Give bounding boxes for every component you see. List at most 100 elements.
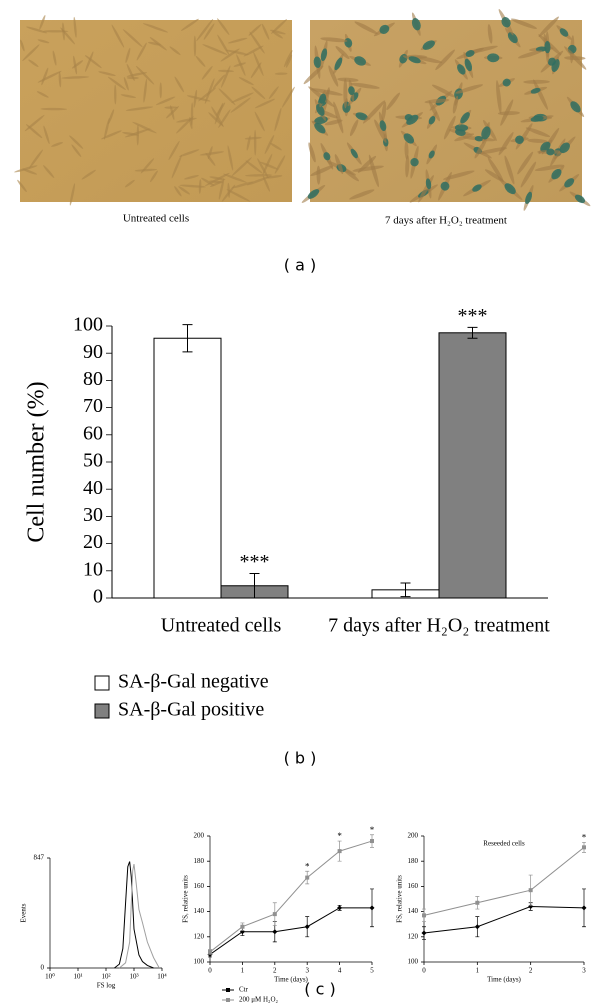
marker	[370, 839, 374, 844]
cell	[362, 100, 386, 124]
cell	[159, 82, 162, 99]
x-axis-label: Time (days)	[487, 976, 521, 984]
cell	[184, 174, 199, 180]
cell	[189, 116, 193, 130]
stained-cell	[454, 124, 469, 132]
stained-cell	[487, 53, 500, 63]
cell	[254, 111, 265, 132]
chart-title: Reseeded cells	[483, 840, 525, 848]
marker	[528, 888, 533, 893]
cell	[233, 62, 246, 67]
legend-label: 200 μM H₂O₂	[239, 996, 279, 1004]
cell	[176, 116, 194, 134]
cell	[125, 47, 131, 63]
cell	[36, 91, 49, 98]
stained-cell	[507, 32, 518, 44]
cell	[198, 87, 217, 102]
cell	[335, 45, 350, 60]
stained-cell	[440, 181, 450, 191]
stained-cell	[551, 168, 562, 180]
cell	[73, 16, 77, 38]
cell	[431, 84, 455, 98]
cell	[227, 37, 248, 44]
cell	[261, 23, 270, 40]
stained-cell	[355, 112, 368, 121]
marker	[369, 905, 375, 911]
cell	[249, 31, 265, 54]
cell	[221, 184, 236, 202]
cell	[253, 51, 264, 77]
significance: ***	[458, 305, 488, 327]
cell	[199, 151, 225, 156]
cell	[248, 24, 262, 36]
y-axis-label: Events	[20, 903, 28, 922]
x-tick-label: 5	[370, 967, 374, 975]
marker	[422, 913, 426, 918]
stained-cell	[334, 57, 343, 71]
stained-cell	[570, 101, 581, 113]
y-tick-label: 90	[83, 341, 103, 363]
cell	[316, 165, 321, 185]
cell	[504, 155, 515, 185]
x-tick-label: 2	[529, 967, 533, 975]
stained-cell	[474, 135, 484, 142]
cell	[174, 76, 185, 93]
image-caption: 7 days after H₂O₂ treatment	[385, 215, 507, 227]
cell	[62, 22, 65, 41]
stained-cell	[316, 104, 325, 116]
cell	[523, 79, 550, 84]
x-tick-label: 1	[241, 967, 245, 975]
marker	[304, 924, 310, 930]
cell	[42, 30, 69, 33]
y-axis-label: FS, relative units	[182, 875, 190, 923]
significance: *	[305, 861, 310, 871]
cell	[517, 151, 534, 175]
cell	[349, 119, 359, 137]
y-tick-label: 40	[83, 477, 103, 499]
legend-label: Ctr	[239, 986, 249, 994]
cell	[85, 51, 94, 72]
y-tick-label: 10	[83, 558, 103, 580]
x-tick-label: 10²	[101, 973, 110, 981]
stained-cell	[547, 57, 556, 66]
cell	[201, 177, 215, 186]
cell	[510, 18, 537, 29]
stained-cell	[525, 191, 533, 205]
cell	[17, 179, 27, 193]
cell	[125, 106, 154, 111]
cell	[223, 173, 247, 183]
cell	[337, 77, 359, 82]
stained-cell	[320, 48, 328, 62]
stained-cell	[544, 40, 551, 54]
cell	[169, 46, 181, 56]
cell	[71, 144, 82, 157]
cell	[525, 127, 551, 138]
legend-marker	[226, 998, 230, 1002]
y-tick-label: 160	[408, 882, 419, 890]
marker	[475, 900, 480, 905]
cell	[108, 109, 115, 125]
cell	[186, 95, 211, 102]
significance: *	[582, 832, 587, 842]
cell	[343, 78, 348, 109]
cell	[212, 74, 226, 89]
y-tick-label: 0	[93, 586, 103, 608]
series-line	[114, 861, 154, 969]
stained-cell	[546, 148, 555, 156]
cell	[155, 96, 176, 106]
y-tick-label: 200	[194, 832, 205, 840]
significance: *	[337, 831, 342, 841]
cell	[171, 154, 182, 179]
series-line	[423, 846, 585, 916]
cell	[274, 155, 286, 174]
series-line	[423, 906, 585, 934]
cell	[218, 178, 225, 200]
marker	[582, 845, 586, 850]
y-tick-label: 80	[83, 368, 103, 390]
y-tick-label: 200	[408, 832, 419, 840]
series-line	[209, 907, 372, 955]
cell	[41, 67, 49, 86]
stained-cell	[403, 133, 415, 144]
cell	[250, 62, 262, 79]
cell	[29, 149, 44, 169]
